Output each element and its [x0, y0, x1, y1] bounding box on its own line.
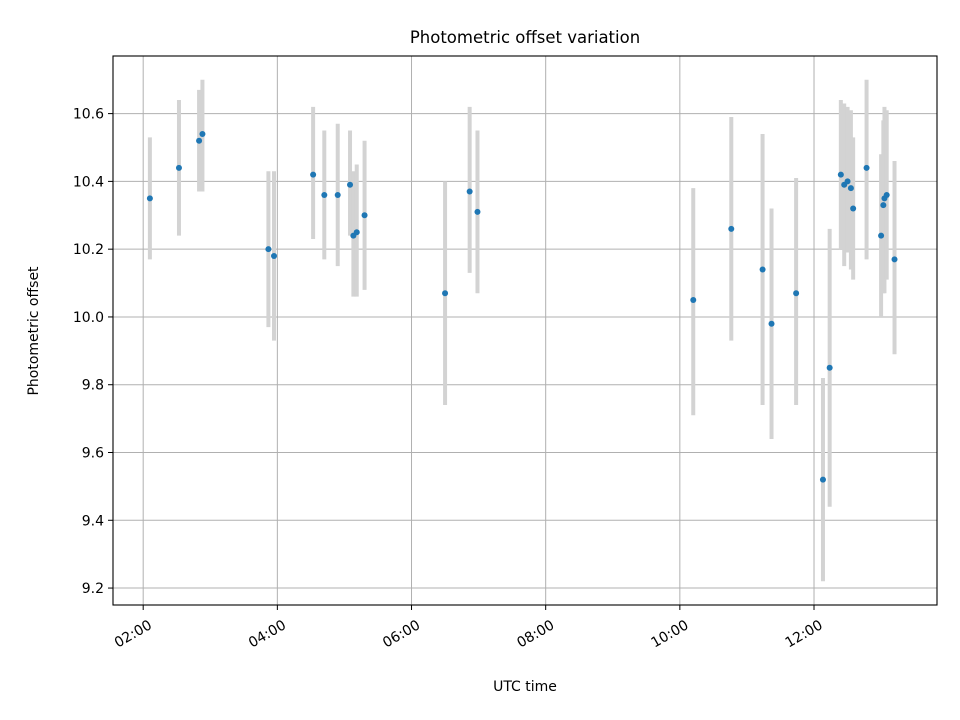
data-point: [321, 191, 328, 198]
y-tick-label: 9.6: [82, 446, 104, 462]
y-tick-label: 10.2: [73, 242, 104, 258]
data-point: [265, 246, 272, 253]
data-point: [175, 164, 182, 171]
data-point: [883, 191, 890, 198]
data-point: [759, 266, 766, 273]
data-point: [793, 290, 800, 297]
data-points: [146, 130, 898, 483]
data-point: [334, 191, 341, 198]
data-point: [442, 290, 449, 297]
data-point: [891, 256, 898, 263]
y-tick-label: 9.4: [82, 513, 104, 529]
data-point: [196, 137, 203, 144]
chart-title: Photometric offset variation: [410, 28, 640, 47]
data-point: [819, 476, 826, 483]
data-point: [837, 171, 844, 178]
data-point: [878, 232, 885, 239]
data-point: [826, 364, 833, 371]
x-axis-label: UTC time: [493, 679, 557, 695]
data-point: [270, 252, 277, 259]
y-tick-label: 10.6: [73, 107, 104, 123]
data-point: [880, 202, 887, 209]
data-point: [146, 195, 153, 202]
data-point: [768, 320, 775, 327]
data-point: [474, 208, 481, 215]
data-point: [850, 205, 857, 212]
data-point: [690, 297, 697, 303]
plot-frame: [112, 55, 938, 606]
data-point: [466, 188, 473, 195]
data-point: [728, 225, 735, 232]
y-tick-label: 10.4: [73, 174, 104, 190]
grid: [113, 56, 937, 605]
y-tick-label: 9.8: [82, 378, 104, 394]
data-point: [847, 185, 854, 192]
y-tick-label: 10.0: [73, 310, 104, 326]
y-tick-label: 9.2: [82, 581, 104, 597]
data-point: [310, 171, 317, 178]
data-point: [347, 181, 354, 188]
data-point: [844, 178, 851, 185]
data-point: [199, 130, 206, 137]
y-axis-label: Photometric offset: [26, 266, 42, 396]
data-point: [863, 164, 870, 171]
data-point: [353, 229, 360, 236]
data-point: [361, 212, 368, 219]
